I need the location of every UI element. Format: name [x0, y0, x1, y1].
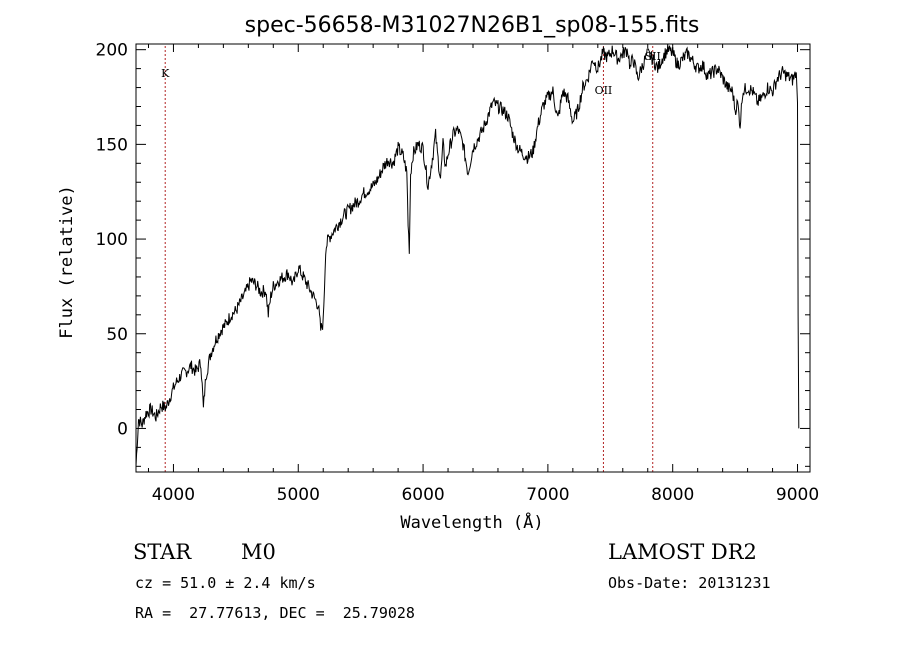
spectral-line-label: K — [161, 67, 170, 80]
y-axis-label: Flux (relative) — [57, 185, 77, 339]
x-tick-label: 9000 — [776, 485, 819, 505]
y-tick-label: 0 — [117, 419, 128, 439]
redshift-cz: cz = 51.0 ± 2.4 km/s — [135, 574, 316, 592]
plot-frame — [135, 43, 811, 473]
ra-dec: RA = 27.77613, DEC = 25.79028 — [135, 604, 415, 622]
spectrum-series-line — [135, 43, 800, 467]
object-type: STAR — [133, 540, 192, 564]
x-tick-label: 7000 — [526, 485, 569, 505]
survey-name: LAMOST DR2 — [608, 540, 757, 564]
y-tick-label: 100 — [96, 230, 128, 250]
spectral-line-label: OII — [595, 84, 613, 97]
y-tick-label: 200 — [96, 41, 128, 61]
x-tick-label: 8000 — [651, 485, 694, 505]
x-tick-label: 5000 — [277, 485, 320, 505]
subclass: M0 — [241, 540, 276, 564]
x-tick-label: 4000 — [152, 485, 195, 505]
x-axis-label: Wavelength (Å) — [400, 511, 543, 533]
obs-date: Obs-Date: 20131231 — [608, 574, 771, 592]
chart-title: spec-56658-M31027N26B1_sp08-155.fits — [245, 13, 700, 38]
y-tick-label: 50 — [106, 325, 128, 345]
y-tick-label: 150 — [96, 135, 128, 155]
x-tick-label: 6000 — [401, 485, 444, 505]
